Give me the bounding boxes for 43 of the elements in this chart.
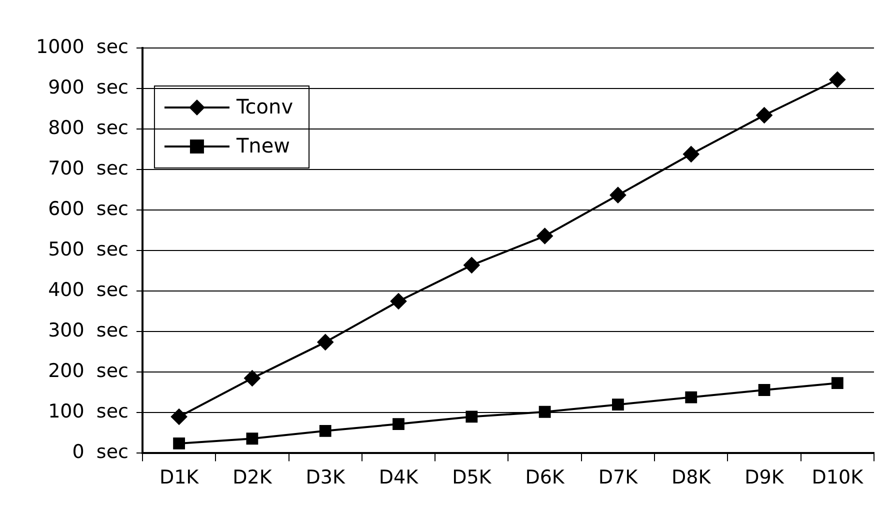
point	[246, 432, 258, 445]
point	[317, 334, 334, 350]
point	[392, 418, 404, 430]
x-tick-label: D10K	[812, 466, 864, 489]
x-tick-label: D8K	[672, 466, 712, 489]
point	[756, 107, 772, 124]
point	[390, 293, 407, 310]
point	[464, 257, 480, 274]
x-tick-label: D7K	[598, 466, 638, 489]
x-tick-label: D1K	[159, 466, 200, 489]
y-tick-label: 200 sec	[48, 360, 128, 382]
x-tick-label: D4K	[378, 466, 419, 489]
x-tick-label: D3K	[306, 466, 346, 489]
point	[244, 370, 260, 386]
point	[538, 406, 551, 418]
point	[536, 228, 553, 244]
x-tick-label: D5K	[452, 466, 492, 489]
x-tick-label: D9K	[744, 466, 784, 489]
y-tick-label: 300 sec	[48, 320, 128, 342]
point	[685, 391, 698, 404]
point	[831, 377, 844, 390]
y-tick-label: 1000 sec	[36, 36, 128, 58]
y-tick-label: 100 sec	[48, 400, 128, 423]
legend-label: Tconv	[235, 94, 294, 119]
x-tick-label: D6K	[525, 466, 565, 489]
y-tick-label: 900 sec	[48, 76, 128, 98]
point	[171, 408, 188, 425]
y-tick-label: 600 sec	[48, 198, 128, 220]
y-tick-label: 500 sec	[48, 238, 128, 261]
x-tick-label: D2K	[232, 466, 272, 489]
point	[610, 187, 626, 204]
point	[319, 424, 332, 437]
point	[829, 72, 846, 88]
point	[758, 384, 770, 396]
y-tick-label: 800 sec	[48, 116, 128, 139]
y-tick-label: 700 sec	[48, 157, 128, 180]
point	[173, 438, 185, 450]
point	[612, 398, 624, 411]
point	[683, 146, 700, 162]
y-tick-label: 400 sec	[48, 279, 128, 302]
legend-label: Tnew	[235, 134, 290, 158]
point	[466, 410, 478, 423]
y-tick-label: 0 sec	[72, 441, 128, 464]
